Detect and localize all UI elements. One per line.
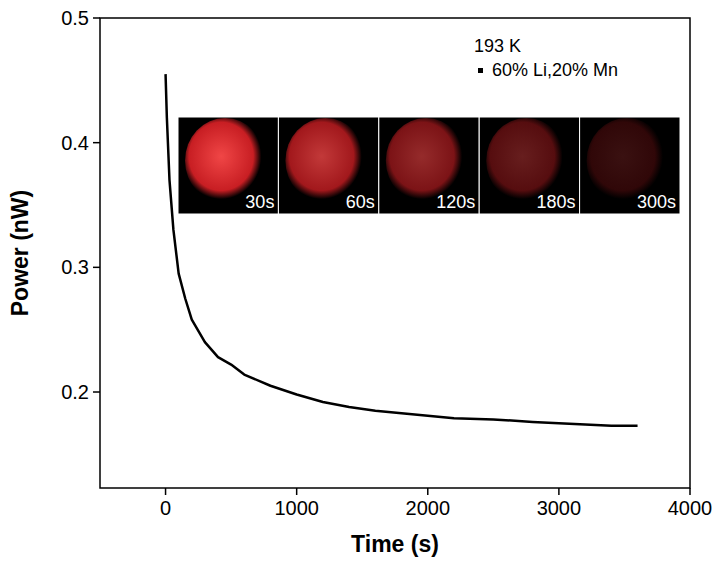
annotation: 193 K <box>474 36 521 56</box>
y-tick-label: 0.4 <box>61 132 89 154</box>
legend-label: 60% Li,20% Mn <box>492 60 618 80</box>
x-tick-label: 1000 <box>274 497 319 519</box>
y-tick <box>93 391 100 393</box>
inset-label: 30s <box>245 192 274 212</box>
inset-photo <box>278 117 378 214</box>
x-tick-label: 3000 <box>537 497 582 519</box>
plot-area <box>166 74 638 426</box>
legend-marker <box>478 68 483 73</box>
inset-glow <box>285 118 365 203</box>
y-tick-label: 0.2 <box>61 381 89 403</box>
x-tick-label: 4000 <box>668 497 713 519</box>
inset-label: 300s <box>637 192 676 212</box>
y-tick <box>93 267 100 269</box>
x-tick-label: 0 <box>160 497 171 519</box>
data-line <box>166 74 638 426</box>
inset-photo <box>178 117 278 214</box>
inset-photo <box>479 117 579 214</box>
y-tick <box>93 17 100 19</box>
y-axis-title: Power (nW) <box>7 190 33 317</box>
x-tick <box>689 488 691 495</box>
x-tick <box>165 488 167 495</box>
x-tick <box>427 488 429 495</box>
x-axis-title: Time (s) <box>351 531 439 557</box>
inset-label: 180s <box>537 192 576 212</box>
x-tick <box>558 488 560 495</box>
inset-glow <box>486 118 566 203</box>
y-tick-label: 0.3 <box>61 256 89 278</box>
y-tick <box>93 142 100 144</box>
inset-label: 120s <box>436 192 475 212</box>
chart: 0 1000 2000 3000 4000 0.2 0.3 0.4 0.5 Time (s) Pow… <box>0 0 726 563</box>
inset-glow <box>587 118 667 203</box>
inset-photo <box>580 117 680 214</box>
x-tick <box>296 488 298 495</box>
y-tick-label: 0.5 <box>61 7 89 29</box>
inset-glow <box>185 118 265 203</box>
plot-frame <box>100 18 690 488</box>
inset-label: 60s <box>346 192 375 212</box>
inset-photo <box>379 117 479 214</box>
inset-glow <box>386 118 466 203</box>
x-tick-label: 2000 <box>406 497 451 519</box>
